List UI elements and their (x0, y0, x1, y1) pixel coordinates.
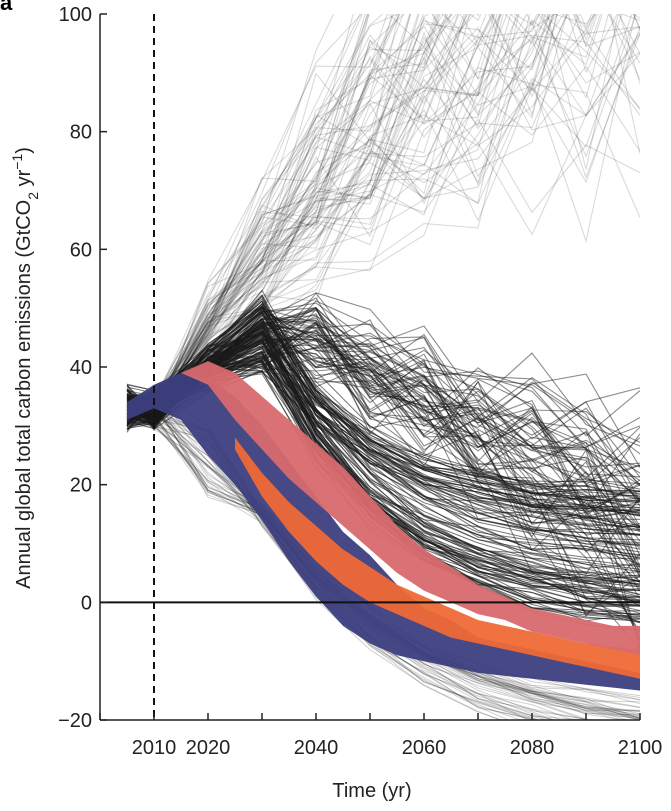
scenario-line (126, 14, 640, 406)
scenario-line (126, 304, 640, 596)
scenario-line (126, 415, 503, 720)
scenario-line (126, 14, 393, 424)
x-tick-label: 2080 (510, 737, 555, 759)
reference-lines-layer (100, 14, 640, 720)
bands-layer (127, 361, 640, 691)
scenario-line (126, 408, 522, 720)
scenario-line (126, 14, 400, 406)
scenario-line (126, 394, 503, 720)
scenario-line (126, 14, 404, 418)
scenario-line (126, 14, 640, 410)
scenario-line (126, 14, 447, 425)
scenario-line (126, 14, 544, 402)
scenario-line (126, 33, 640, 418)
scenario-line (126, 14, 580, 402)
x-tick-label: 2100 (618, 737, 663, 759)
scenario-line (126, 300, 640, 582)
scenario-line (126, 14, 502, 421)
scenario-line (126, 14, 441, 415)
scenario-line (126, 14, 444, 411)
scenario-line (126, 14, 640, 419)
scenario-line (126, 14, 363, 427)
scenario-line (126, 14, 596, 422)
y-tick-label: 40 (70, 357, 92, 379)
scenario-line (126, 28, 640, 425)
x-tick-label: 2020 (186, 737, 231, 759)
x-axis-title: Time (yr) (332, 780, 411, 802)
scenario-line (126, 14, 400, 413)
y-tick-label: 100 (59, 4, 92, 26)
x-tick-label: 2040 (294, 737, 339, 759)
scenario-line (126, 14, 453, 419)
scenario-line (126, 14, 538, 425)
scenario-band-3 (181, 361, 640, 656)
scenario-line (126, 14, 540, 426)
scenario-line (126, 14, 558, 410)
scenario-line (126, 14, 503, 410)
scenario-line (126, 14, 453, 427)
scenario-line (126, 14, 495, 412)
scenario-line (126, 14, 388, 425)
scenario-line (126, 14, 504, 415)
scenario-line (126, 300, 640, 514)
scenario-line (126, 14, 640, 405)
scenario-line (126, 14, 440, 405)
scenario-line (126, 14, 640, 420)
x-tick-label: 2060 (402, 737, 447, 759)
scenario-line (126, 14, 498, 420)
y-axis-title: Annual global total carbon emissions (Gt… (9, 147, 41, 589)
scenario-line (126, 14, 618, 422)
scenario-line (126, 14, 482, 426)
scenario-line (126, 14, 476, 416)
scenario-line (126, 14, 335, 425)
scenario-band-1 (127, 372, 640, 691)
scenario-line (126, 118, 640, 405)
scenario-line (126, 14, 593, 416)
scenario-line (126, 20, 640, 414)
scenario-line (126, 14, 369, 424)
y-tick-label: 60 (70, 239, 92, 261)
scenario-line (126, 14, 501, 423)
scenario-line (126, 14, 439, 427)
y-tick-label: −20 (58, 710, 92, 732)
scenario-line (126, 14, 551, 420)
scenario-line (126, 399, 510, 720)
scenario-band-2 (235, 437, 640, 679)
scenario-line (126, 14, 518, 418)
scenario-line (126, 14, 449, 425)
scenario-line (126, 14, 493, 411)
scenario-line (126, 14, 636, 421)
scenario-line (126, 14, 596, 418)
scenario-line (126, 14, 599, 408)
y-tick-label: 0 (81, 592, 92, 614)
scenario-line (126, 14, 568, 402)
scenario-line (126, 14, 558, 418)
x-tick-label: 2010 (132, 737, 177, 759)
y-tick-label: 80 (70, 122, 92, 144)
y-tick-label: 20 (70, 475, 92, 497)
scenario-line (126, 14, 557, 411)
panel-letter: a (0, 0, 13, 15)
scenario-line (126, 14, 597, 417)
scenario-line (126, 14, 640, 403)
scenario-line (126, 14, 555, 426)
scenario-line (126, 14, 459, 414)
scenario-line (126, 14, 437, 414)
scenario-line (126, 14, 640, 424)
scenario-line (126, 14, 640, 425)
scenario-line (126, 14, 595, 418)
scenario-line (126, 14, 602, 420)
scenario-line (126, 26, 640, 411)
scenario-line (126, 14, 640, 418)
scenario-line (126, 14, 411, 408)
scenario-line (126, 14, 354, 415)
